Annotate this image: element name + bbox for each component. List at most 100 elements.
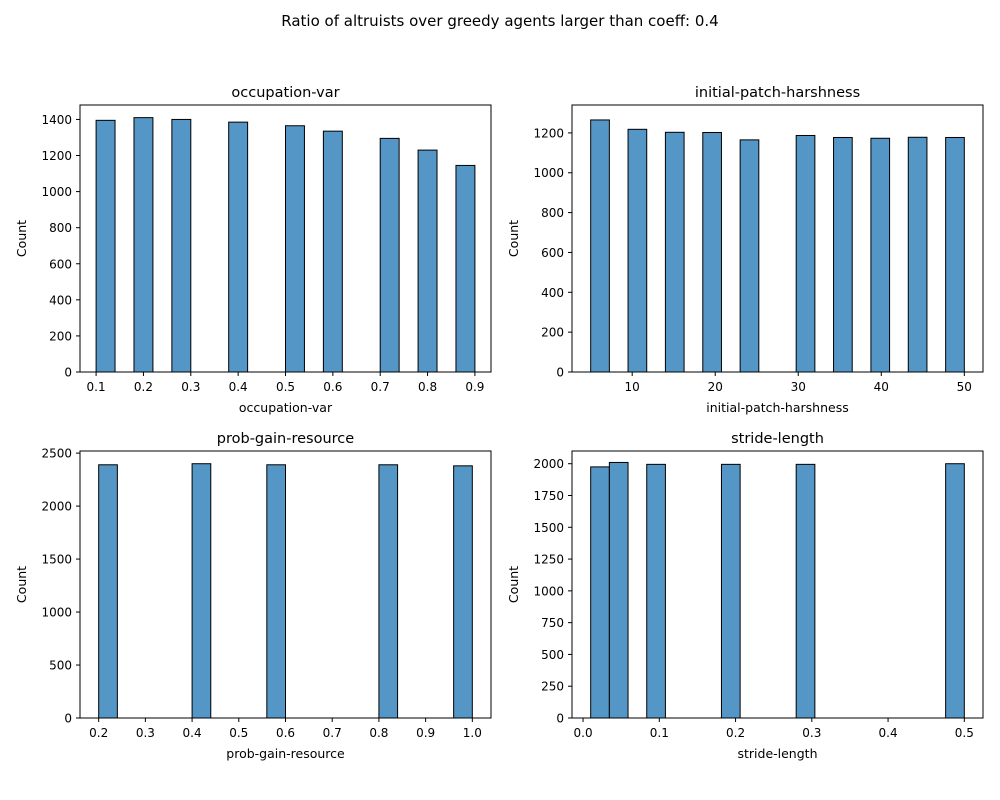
histogram-bar xyxy=(739,139,760,373)
y-tick-label: 800 xyxy=(541,206,564,220)
y-tick-label: 0 xyxy=(64,712,72,726)
x-tick-label: 0.6 xyxy=(276,726,295,740)
histogram-bar xyxy=(95,119,116,373)
x-tick-label: 40 xyxy=(874,380,889,394)
histogram-bar xyxy=(795,134,816,373)
histogram-bar xyxy=(228,121,249,373)
y-tick-label: 400 xyxy=(49,293,72,307)
histogram-bar xyxy=(646,463,666,719)
x-tick-label: 10 xyxy=(625,380,640,394)
y-tick-label: 1000 xyxy=(41,185,72,199)
x-tick-label: 0.9 xyxy=(465,380,484,394)
y-axis-label: Count xyxy=(14,220,29,257)
y-tick-label: 250 xyxy=(541,680,564,694)
y-tick-label: 200 xyxy=(49,329,72,343)
y-tick-label: 800 xyxy=(49,221,72,235)
x-tick-label: 0.2 xyxy=(134,380,153,394)
y-tick-label: 1000 xyxy=(41,606,72,620)
y-tick-label: 1500 xyxy=(533,521,564,535)
x-tick-label: 0.6 xyxy=(323,380,342,394)
y-tick-label: 500 xyxy=(541,648,564,662)
x-tick-label: 1.0 xyxy=(463,726,482,740)
x-tick-label: 0.4 xyxy=(879,726,898,740)
y-tick-label: 0 xyxy=(556,366,564,380)
chart-title: prob-gain-resource xyxy=(217,431,354,447)
y-tick-label: 600 xyxy=(49,257,72,271)
histogram-bar xyxy=(720,463,741,719)
histogram-bar xyxy=(795,463,816,719)
x-tick-label: 30 xyxy=(791,380,806,394)
histogram-bar xyxy=(945,136,965,373)
figure-suptitle: Ratio of altruists over greedy agents la… xyxy=(281,12,719,30)
y-tick-label: 2000 xyxy=(533,457,564,471)
y-tick-label: 600 xyxy=(541,246,564,260)
y-tick-label: 0 xyxy=(556,712,564,726)
histogram-bar xyxy=(379,137,400,373)
histogram-bar xyxy=(627,128,648,373)
histogram-bar xyxy=(171,118,192,373)
axes-frame xyxy=(571,450,984,719)
y-tick-label: 1200 xyxy=(41,149,72,163)
x-tick-label: 0.8 xyxy=(369,726,388,740)
x-tick-label: 20 xyxy=(708,380,723,394)
y-tick-label: 1200 xyxy=(533,126,564,140)
x-tick-label: 0.3 xyxy=(181,380,200,394)
x-axis-label: prob-gain-resource xyxy=(226,746,345,761)
x-tick-label: 50 xyxy=(957,380,972,394)
y-tick-label: 2000 xyxy=(41,500,72,514)
y-tick-label: 0 xyxy=(64,366,72,380)
y-tick-label: 1000 xyxy=(533,166,564,180)
y-tick-label: 1000 xyxy=(533,584,564,598)
histogram-bar xyxy=(322,130,343,373)
y-axis-label: Count xyxy=(506,220,521,257)
y-tick-label: 1500 xyxy=(41,553,72,567)
histogram-bar xyxy=(378,464,399,719)
chart-panel-initial-patch-harshness: 10 20 30 40 50 0 200 400 600 800 1000 1200 initial-p… xyxy=(506,85,984,415)
chart-title: initial-patch-harshness xyxy=(695,85,860,101)
x-tick-label: 0.4 xyxy=(183,726,202,740)
x-tick-label: 0.5 xyxy=(955,726,974,740)
x-tick-label: 0.5 xyxy=(229,726,248,740)
x-tick-label: 0.2 xyxy=(89,726,108,740)
x-tick-label: 0.1 xyxy=(650,726,669,740)
x-tick-label: 0.8 xyxy=(418,380,437,394)
chart-panel-prob-gain-resource: 0.2 0.3 0.4 0.5 0.6 0.7 0.8 0.9 1.0 0 500 1000 1500 2… xyxy=(14,431,492,761)
histogram-bar xyxy=(907,136,928,373)
y-tick-label: 2500 xyxy=(41,447,72,461)
histogram-bar xyxy=(417,149,438,373)
x-axis-label: initial-patch-harshness xyxy=(706,400,848,415)
histogram-bar xyxy=(833,136,853,373)
chart-panel-stride-length: 0.0 0.1 0.2 0.3 0.4 0.5 0 250 500 750 1000 1250 1500… xyxy=(506,431,984,761)
x-tick-label: 0.5 xyxy=(276,380,295,394)
histogram-bar xyxy=(702,131,722,373)
histogram-bar xyxy=(98,464,118,719)
y-tick-label: 1750 xyxy=(533,489,564,503)
x-tick-label: 0.9 xyxy=(416,726,435,740)
y-tick-label: 400 xyxy=(541,286,564,300)
y-tick-label: 1400 xyxy=(41,113,72,127)
x-tick-label: 0.3 xyxy=(136,726,155,740)
x-tick-label: 0.0 xyxy=(574,726,593,740)
histogram-bar xyxy=(191,463,212,719)
x-axis-label: occupation-var xyxy=(239,400,333,415)
x-tick-label: 0.2 xyxy=(726,726,745,740)
chart-title: stride-length xyxy=(731,431,824,447)
x-tick-label: 0.4 xyxy=(229,380,248,394)
histogram-bar xyxy=(945,463,965,719)
x-tick-label: 0.7 xyxy=(323,726,342,740)
histogram-bar xyxy=(608,461,629,719)
histogram-bar xyxy=(266,464,286,719)
chart-panel-occupation-var: 0.1 0.2 0.3 0.4 0.5 0.6 0.7 0.8 0.9 0 200 400 600 800… xyxy=(14,85,492,415)
y-tick-label: 1250 xyxy=(533,553,564,567)
y-tick-label: 750 xyxy=(541,616,564,630)
y-tick-label: 500 xyxy=(49,659,72,673)
histogram-bar xyxy=(664,131,685,373)
x-axis-label: stride-length xyxy=(737,746,817,761)
histogram-bar xyxy=(455,164,476,373)
chart-title: occupation-var xyxy=(231,85,339,101)
histogram-bar xyxy=(285,125,305,373)
axes-frame xyxy=(571,104,984,373)
histogram-bar xyxy=(590,119,610,373)
y-tick-label: 200 xyxy=(541,326,564,340)
